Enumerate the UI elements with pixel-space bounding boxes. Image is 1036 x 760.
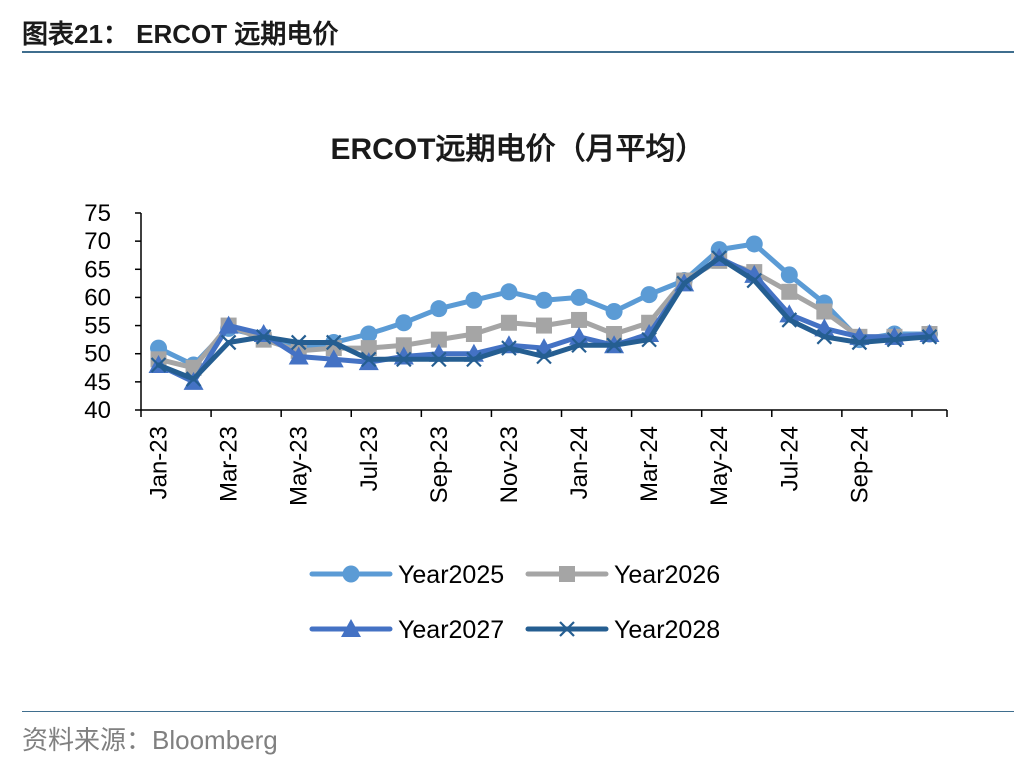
data-point xyxy=(500,283,518,301)
data-point xyxy=(851,334,868,351)
data-point xyxy=(500,314,517,331)
data-point xyxy=(605,303,623,320)
data-point xyxy=(639,324,660,343)
y-tick-label: 70 xyxy=(84,228,111,255)
data-point xyxy=(466,351,482,368)
data-point xyxy=(781,312,798,328)
data-point xyxy=(396,351,412,368)
data-point xyxy=(746,272,763,289)
chart-title: ERCOT远期电价（月平均） xyxy=(330,133,706,166)
data-point xyxy=(569,326,590,345)
y-tick-label: 60 xyxy=(84,284,111,311)
data-point xyxy=(711,250,727,266)
data-point xyxy=(535,291,553,309)
data-point xyxy=(325,334,342,351)
y-tick-label: 75 xyxy=(84,200,111,227)
data-point xyxy=(571,311,588,328)
data-point xyxy=(431,351,447,368)
data-point xyxy=(430,300,448,318)
data-point xyxy=(606,326,623,343)
page-title: 图表21： ERCOT 远期电价 xyxy=(22,19,339,49)
source-note: 资料来源：Bloomberg xyxy=(22,725,278,755)
data-point xyxy=(255,329,272,345)
data-point xyxy=(395,314,413,332)
x-tick-label: Mar-24 xyxy=(636,426,663,502)
data-point xyxy=(606,337,622,354)
y-tick-label: 50 xyxy=(84,341,111,368)
x-tick-label: Sep-24 xyxy=(846,426,873,503)
data-point xyxy=(342,565,360,583)
data-point xyxy=(220,334,237,351)
data-point xyxy=(360,325,378,343)
data-point xyxy=(218,315,239,334)
data-point xyxy=(780,266,798,284)
y-tick-label: 45 xyxy=(84,369,111,396)
data-point xyxy=(570,288,588,306)
data-point xyxy=(559,621,575,637)
legend-label: Year2025 xyxy=(398,561,504,589)
data-point xyxy=(360,340,377,357)
legend-label: Year2027 xyxy=(398,616,504,644)
data-point xyxy=(886,331,903,348)
data-point xyxy=(536,348,552,365)
data-point xyxy=(341,619,361,637)
data-point xyxy=(816,329,833,345)
data-point xyxy=(465,291,483,309)
data-point xyxy=(641,331,657,348)
x-tick-label: Jul-23 xyxy=(356,426,383,491)
legend-label: Year2028 xyxy=(614,616,720,644)
data-point xyxy=(323,349,344,368)
data-point xyxy=(361,351,377,368)
y-tick-label: 65 xyxy=(84,256,111,283)
data-point xyxy=(745,235,763,253)
x-tick-label: Jan-23 xyxy=(146,426,173,499)
x-tick-label: May-23 xyxy=(286,426,313,506)
legend-item-year2025: Year2025 xyxy=(309,561,504,589)
legend-item-year2028: Year2028 xyxy=(525,616,720,644)
data-point xyxy=(536,317,552,334)
data-point xyxy=(559,566,575,582)
data-point xyxy=(395,337,412,354)
data-point xyxy=(150,357,167,373)
x-tick-label: Sep-23 xyxy=(426,426,453,503)
x-tick-label: May-24 xyxy=(706,426,733,506)
series-year2028 xyxy=(150,250,938,387)
footer-divider xyxy=(22,711,1014,712)
chart-series xyxy=(148,235,940,390)
x-tick-label: Nov-23 xyxy=(496,426,523,503)
x-tick-label: Jul-24 xyxy=(776,426,803,491)
data-point xyxy=(288,346,309,365)
header-divider xyxy=(22,51,1014,53)
y-tick-label: 55 xyxy=(84,313,111,340)
data-point xyxy=(185,371,202,387)
chart-legend: Year2025 Year2026 Year2027 Year2028 xyxy=(309,561,720,644)
legend-label: Year2026 xyxy=(614,561,720,589)
data-point xyxy=(816,303,833,320)
x-tick-label: Mar-23 xyxy=(216,426,243,502)
data-point xyxy=(465,326,482,343)
data-point xyxy=(640,286,658,304)
legend-item-year2027: Year2027 xyxy=(309,616,504,644)
x-tick-label: Jan-24 xyxy=(566,426,593,499)
legend-item-year2026: Year2026 xyxy=(525,561,720,589)
data-point xyxy=(571,337,587,354)
data-point xyxy=(290,334,307,351)
data-point xyxy=(501,340,517,356)
data-point xyxy=(676,275,692,292)
data-point xyxy=(781,283,798,300)
data-point xyxy=(430,331,447,348)
data-point xyxy=(921,329,938,345)
y-tick-label: 40 xyxy=(84,397,111,424)
